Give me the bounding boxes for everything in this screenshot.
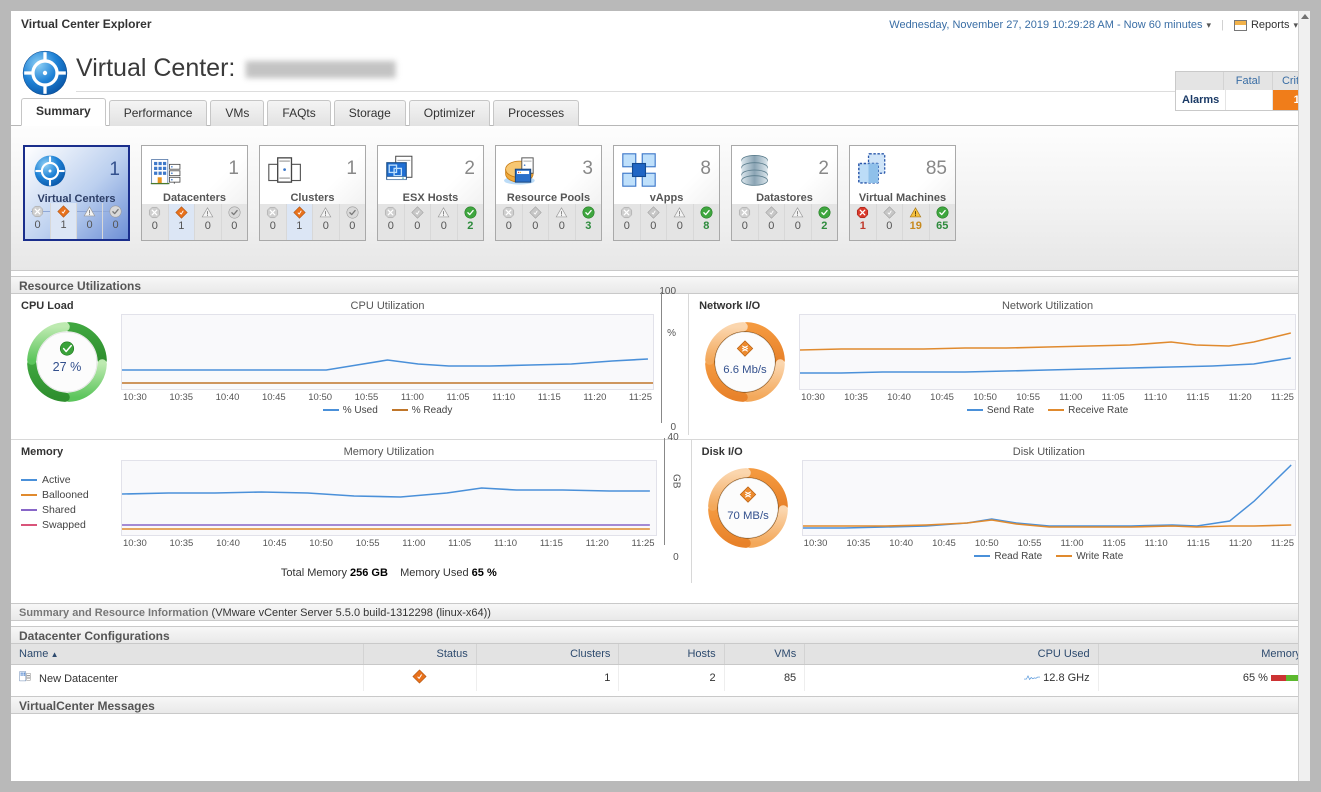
svg-text:27 %: 27 % [53,360,82,374]
svg-text:6.6 Mb/s: 6.6 Mb/s [723,364,767,376]
svg-text:70 MB/s: 70 MB/s [727,510,769,522]
